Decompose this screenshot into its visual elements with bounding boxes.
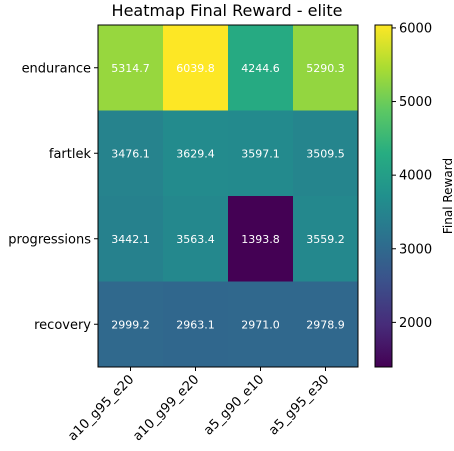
colorbar-label: Final Reward [441,158,454,234]
cell-value-label: 2963.1 [176,318,215,331]
x-tick-label-a10_g99_e20: a10_g99_e20 [130,372,202,444]
plot-frame [97,24,359,368]
colorbar-ticks: 2000 3000 4000 5000 6000 [392,21,432,331]
colorbar-tick-label: 2000 [399,316,432,331]
cell-value-label: 1393.8 [241,233,280,246]
x-tick-label-a5_g95_e30: a5_g95_e30 [266,372,332,438]
heatmap-cell-recovery-2 [228,281,294,368]
heatmap-cell-endurance-2 [228,25,294,111]
cell-value-label: 2999.2 [111,318,150,331]
heatmap-cell-progressions-1 [163,196,229,282]
cell-value-label: 4244.6 [241,62,280,75]
cell-value-label: 3559.2 [306,233,345,246]
x-axis: a10_g95_e20a10_g99_e20a5_g90_e10a5_g95_e… [65,367,332,444]
colorbar-tick-label: 4000 [399,169,432,184]
cell-value-label: 6039.8 [176,62,215,75]
cell-value-label: 2971.0 [241,318,280,331]
heatmap-cell-endurance-1 [163,25,229,111]
cell-value-label: 5290.3 [306,62,345,75]
cell-value-label: 2978.9 [306,318,345,331]
y-tick-label-fartlek: fartlek [49,147,92,162]
x-tick-label-a10_g95_e20: a10_g95_e20 [65,372,137,444]
heatmap-value-labels: 5314.7 6039.8 4244.6 5290.3 3476.1 3629.4 3597… [111,62,345,332]
cell-value-label: 3509.5 [306,147,345,160]
heatmap-cell-endurance-3 [293,25,359,111]
colorbar-tick-label: 3000 [399,242,432,257]
heatmap-cell-recovery-1 [163,281,229,368]
cell-value-label: 3476.1 [111,147,150,160]
colorbar-tick-label: 6000 [399,21,432,36]
heatmap-cell-fartlek-1 [163,110,229,197]
colorbar-gradient [374,24,393,368]
heatmap-cell-progressions-3 [293,196,359,282]
cell-value-label: 3442.1 [111,233,150,246]
y-tick-label-endurance: endurance [22,61,91,76]
y-axis: endurance fartlek progressions recovery [8,61,98,333]
chart-title: Heatmap Final Reward - elite [112,1,343,20]
heatmap-cell-endurance-0 [98,25,164,111]
heatmap-cell-progressions-0 [98,196,164,282]
x-tick-label-a5_g90_e10: a5_g90_e10 [201,372,267,438]
heatmap-cell-progressions-2 [228,196,294,282]
cell-value-label: 5314.7 [111,62,150,75]
heatmap-cell-recovery-0 [98,281,164,368]
cell-value-label: 3597.1 [241,147,280,160]
cell-value-label: 3629.4 [176,147,215,160]
heatmap-cells [98,25,359,368]
colorbar: 2000 3000 4000 5000 6000 Final Reward [374,21,454,368]
y-tick-label-recovery: recovery [34,318,91,333]
cell-value-label: 3563.4 [176,233,215,246]
heatmap-cell-fartlek-2 [228,110,294,197]
heatmap-cell-fartlek-3 [293,110,359,197]
colorbar-tick-label: 5000 [399,95,432,110]
y-tick-label-progressions: progressions [8,232,91,247]
heatmap-cell-recovery-3 [293,281,359,368]
heatmap-cell-fartlek-0 [98,110,164,197]
